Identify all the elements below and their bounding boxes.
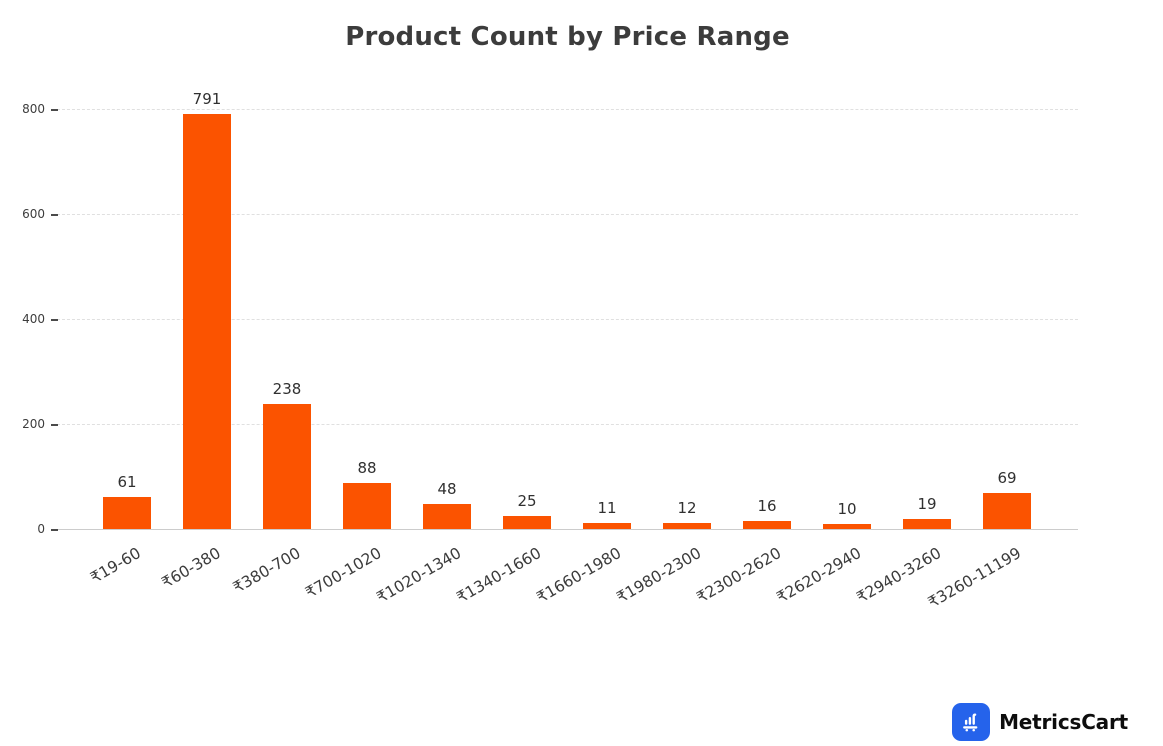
y-axis-tick-label: 800 bbox=[22, 102, 45, 116]
bar bbox=[743, 520, 791, 529]
bar bbox=[263, 404, 311, 529]
bar-slot: 791 ₹60-380 bbox=[159, 84, 247, 592]
x-axis-category-label: ₹1660-1980 bbox=[533, 544, 624, 607]
bar-value-label: 48 bbox=[437, 479, 457, 498]
bar bbox=[583, 523, 631, 529]
gridline bbox=[57, 109, 1078, 110]
y-axis-tick-label: 600 bbox=[22, 207, 45, 221]
x-axis-category-label: ₹380-700 bbox=[230, 544, 304, 597]
x-axis-category-label: ₹2300-2620 bbox=[693, 544, 784, 607]
bar bbox=[823, 523, 871, 529]
x-axis-category-label: ₹700-1020 bbox=[301, 544, 384, 602]
y-axis-tick-label: 200 bbox=[22, 417, 45, 431]
bar-value-label: 19 bbox=[917, 495, 937, 514]
bar-value-label: 238 bbox=[272, 380, 302, 399]
bar-slot: 88 ₹700-1020 bbox=[302, 84, 407, 602]
bar-slot: 238 ₹380-700 bbox=[230, 84, 327, 597]
bar bbox=[903, 519, 951, 529]
bar-slot: 11 ₹1660-1980 bbox=[533, 84, 647, 607]
bar bbox=[343, 482, 391, 529]
gridline bbox=[57, 214, 1078, 215]
metricscart-logo-text: MetricsCart bbox=[999, 710, 1128, 734]
bar-value-label: 69 bbox=[997, 468, 1017, 487]
bar-value-label: 61 bbox=[117, 472, 137, 491]
bar bbox=[663, 522, 711, 529]
bar-slot: 19 ₹2940-3260 bbox=[853, 84, 967, 607]
bar-slot: 69 ₹3260-11199 bbox=[925, 84, 1047, 612]
x-axis-category-label: ₹19-60 bbox=[87, 544, 144, 588]
bar-value-label: 88 bbox=[357, 458, 377, 477]
bar bbox=[983, 492, 1031, 529]
bar bbox=[103, 496, 151, 529]
gridline bbox=[57, 319, 1078, 320]
bar-chart-cart-icon bbox=[952, 703, 991, 741]
y-axis-tick-mark bbox=[51, 109, 58, 111]
bar-slot: 25 ₹1340-1660 bbox=[453, 84, 567, 607]
bar-value-label: 11 bbox=[597, 499, 617, 518]
x-axis-line bbox=[57, 529, 1078, 530]
y-axis-tick-mark bbox=[51, 214, 58, 216]
bar-value-label: 791 bbox=[192, 89, 222, 108]
y-axis-tick-mark bbox=[51, 529, 58, 531]
bar-value-label: 12 bbox=[677, 498, 697, 517]
chart-container: Product Count by Price Range 0 200 400 600 8… bbox=[22, 22, 1078, 612]
x-axis-category-label: ₹1340-1660 bbox=[453, 544, 544, 607]
x-axis-category-label: ₹1020-1340 bbox=[373, 544, 464, 607]
bar-slot: 48 ₹1020-1340 bbox=[373, 84, 487, 607]
bar bbox=[503, 515, 551, 529]
bar-slot: 61 ₹19-60 bbox=[87, 84, 167, 587]
bar bbox=[183, 113, 231, 529]
bar-value-label: 25 bbox=[517, 491, 537, 510]
bars-container: 61 ₹19-60 791 ₹60-380 238 ₹380-700 88 ₹700-1020… bbox=[87, 84, 1047, 612]
gridline bbox=[57, 424, 1078, 425]
bar bbox=[423, 503, 471, 529]
y-axis-tick-mark bbox=[51, 319, 58, 321]
y-axis-tick-mark bbox=[51, 424, 58, 426]
plot-area: 0 200 400 600 800 61 ₹19-60 791 ₹60-380 238 ₹380-7… bbox=[22, 84, 1078, 612]
chart-title: Product Count by Price Range bbox=[345, 22, 790, 52]
bar-value-label: 10 bbox=[837, 499, 857, 518]
bar-slot: 12 ₹1980-2300 bbox=[613, 84, 727, 607]
bar-slot: 16 ₹2300-2620 bbox=[693, 84, 807, 607]
metricscart-logo: MetricsCart bbox=[952, 703, 1128, 741]
y-axis-tick-label: 400 bbox=[22, 312, 45, 326]
y-axis-tick-label: 0 bbox=[37, 522, 45, 536]
bar-slot: 10 ₹2620-2940 bbox=[773, 84, 887, 607]
bar-value-label: 16 bbox=[757, 496, 777, 515]
x-axis-category-label: ₹60-380 bbox=[158, 544, 224, 592]
x-axis-category-label: ₹1980-2300 bbox=[613, 544, 704, 607]
x-axis-category-label: ₹2620-2940 bbox=[773, 544, 864, 607]
